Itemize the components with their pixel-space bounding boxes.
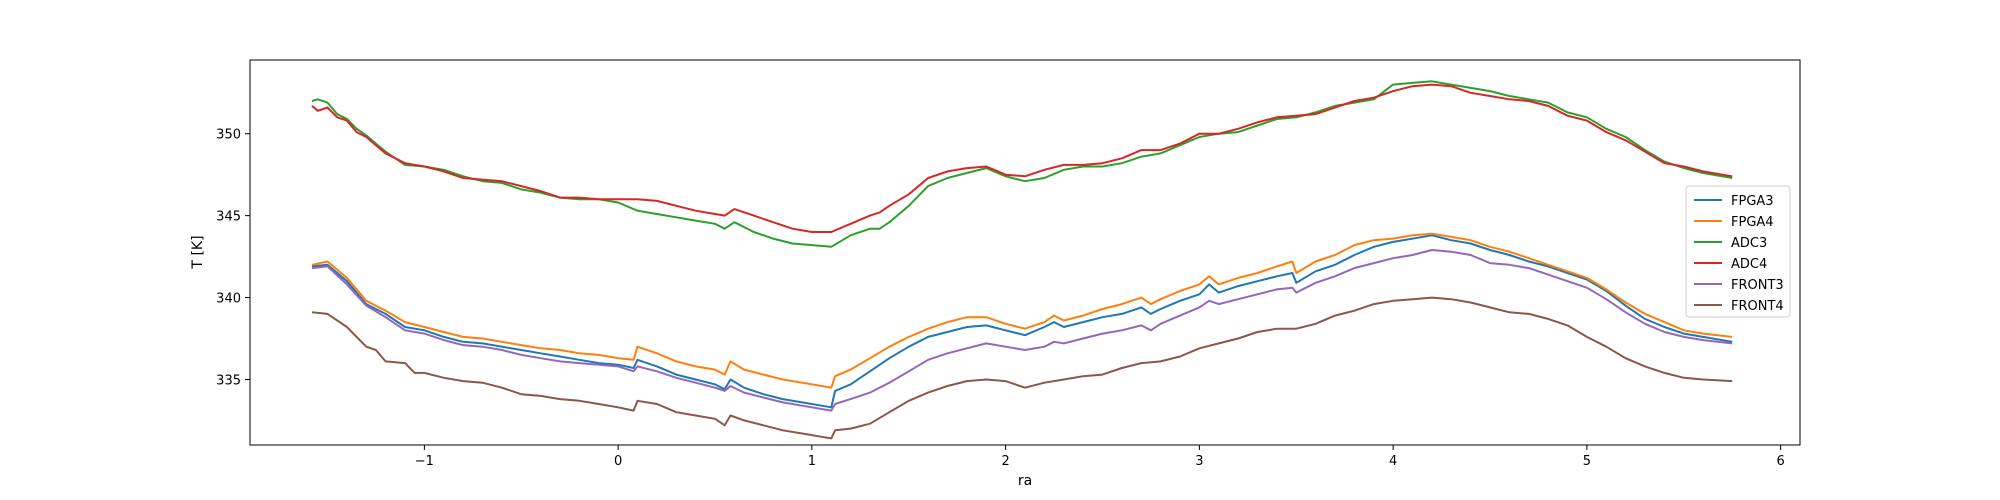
- x-axis-label: ra: [1018, 473, 1032, 489]
- y-axis-label: T [K]: [190, 235, 206, 269]
- y-tick-label: 345: [216, 210, 241, 225]
- plot-area: [249, 59, 1801, 446]
- legend-label-front3: FRONT3: [1731, 278, 1784, 293]
- x-tick-label: 3: [1195, 454, 1203, 469]
- y-tick-label: 350: [216, 128, 241, 143]
- x-tick-label: 5: [1583, 454, 1591, 469]
- x-tick-label: −1: [415, 454, 434, 469]
- legend-label-adc4: ADC4: [1731, 257, 1767, 272]
- y-tick-label: 340: [216, 292, 241, 307]
- y-tick-label: 335: [216, 373, 241, 388]
- series-line-front3: [311, 249, 1733, 412]
- legend-label-fpga4: FPGA4: [1731, 215, 1774, 230]
- legend-label-fpga3: FPGA3: [1731, 194, 1774, 209]
- x-tick-label: 2: [1001, 454, 1009, 469]
- series-line-front4: [311, 296, 1733, 440]
- x-tick-label: 1: [808, 454, 816, 469]
- legend: FPGA3 FPGA4 ADC3 ADC4 FRONT3 FRONT4: [1685, 185, 1791, 318]
- series-line-fpga3: [311, 234, 1733, 409]
- x-tick-label: 6: [1776, 454, 1784, 469]
- series-layer: [311, 80, 1733, 440]
- legend-label-adc3: ADC3: [1731, 236, 1767, 251]
- series-line-adc4: [311, 83, 1733, 233]
- x-tick-label: 0: [614, 454, 622, 469]
- series-line-fpga4: [311, 232, 1733, 389]
- y-axis-ticks: 335 340 345 350: [216, 128, 250, 388]
- x-axis-ticks: −1 0 1 2 3 4 5 6: [415, 445, 1785, 469]
- x-tick-label: 4: [1389, 454, 1397, 469]
- legend-label-front4: FRONT4: [1731, 299, 1784, 314]
- series-line-adc3: [311, 80, 1733, 248]
- axes-frame: [249, 59, 1801, 446]
